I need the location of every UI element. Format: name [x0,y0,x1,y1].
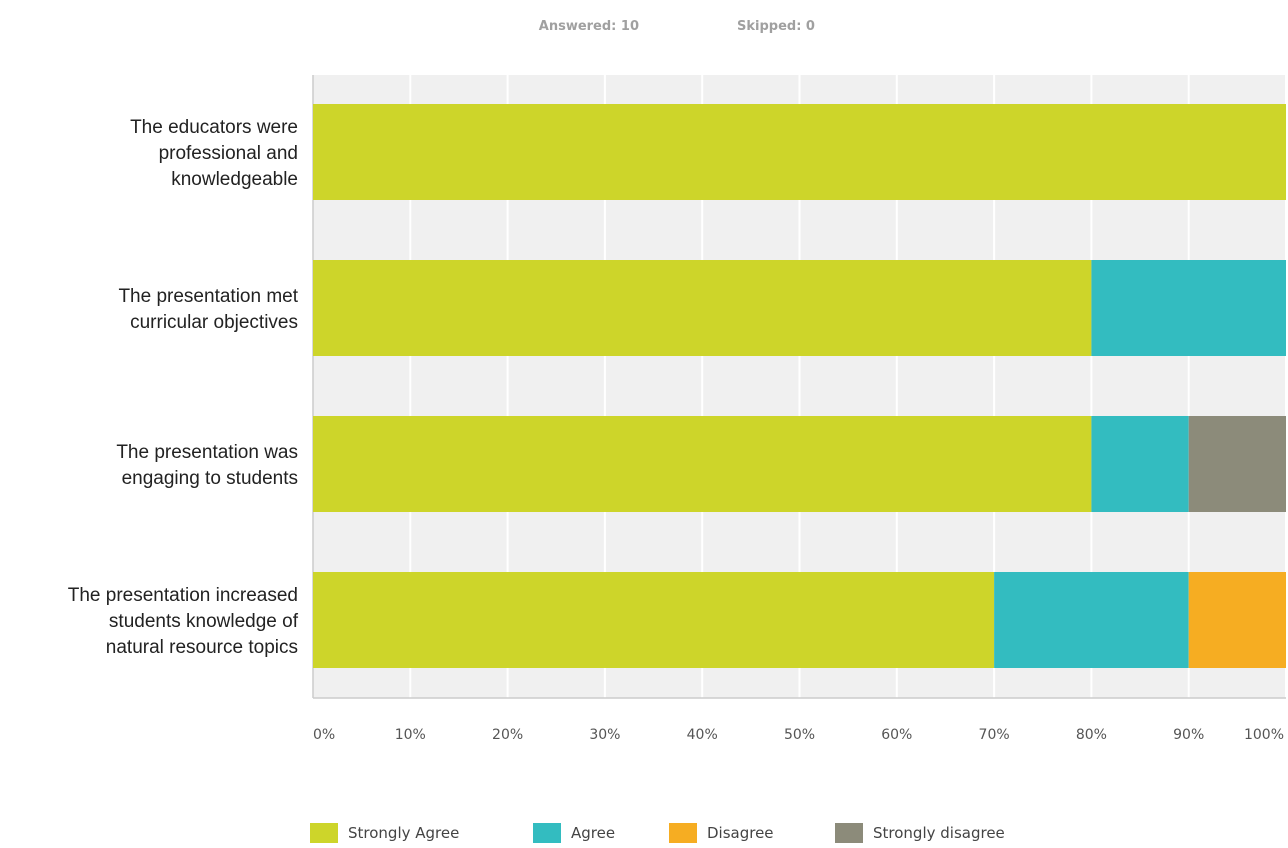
legend-label: Strongly disagree [873,824,1005,842]
bar-segment-agree [994,572,1189,668]
x-tick-label: 60% [881,727,912,743]
category-label: The presentation increased students knowl… [68,585,299,658]
x-tick-label: 30% [589,727,620,743]
legend-swatch [310,823,338,843]
legend-label: Agree [571,824,615,842]
bar-segment-strongly-disagree [1188,416,1286,512]
category-label: The educators were professional and knowle… [130,117,298,190]
x-tick-label: 70% [979,727,1010,743]
bar-segment-strongly-agree [313,104,1286,200]
x-tick-label: 0% [313,727,335,743]
category-label: The presentation was engaging to students [116,442,298,489]
legend-swatch [533,823,561,843]
category-label: The presentation met curricular objective… [118,286,298,333]
x-tick-label: 100% [1244,727,1284,743]
x-tick-label: 90% [1173,727,1204,743]
bar-segment-agree [1091,416,1189,512]
legend-swatch [669,823,697,843]
bar-segment-strongly-agree [313,260,1092,356]
x-tick-label: 80% [1076,727,1107,743]
bar-segment-agree [1091,260,1286,356]
legend-label: Disagree [707,824,774,842]
x-tick-label: 20% [492,727,523,743]
skipped-count: Skipped: 0 [737,19,815,34]
bar-segment-strongly-agree [313,416,1092,512]
x-tick-label: 40% [687,727,718,743]
legend-swatch [835,823,863,843]
x-tick-label: 10% [395,727,426,743]
bar-segment-disagree [1188,572,1286,668]
x-tick-label: 50% [784,727,815,743]
legend-label: Strongly Agree [348,824,459,842]
bar-segment-strongly-agree [313,572,995,668]
answered-count: Answered: 10 [539,19,639,34]
